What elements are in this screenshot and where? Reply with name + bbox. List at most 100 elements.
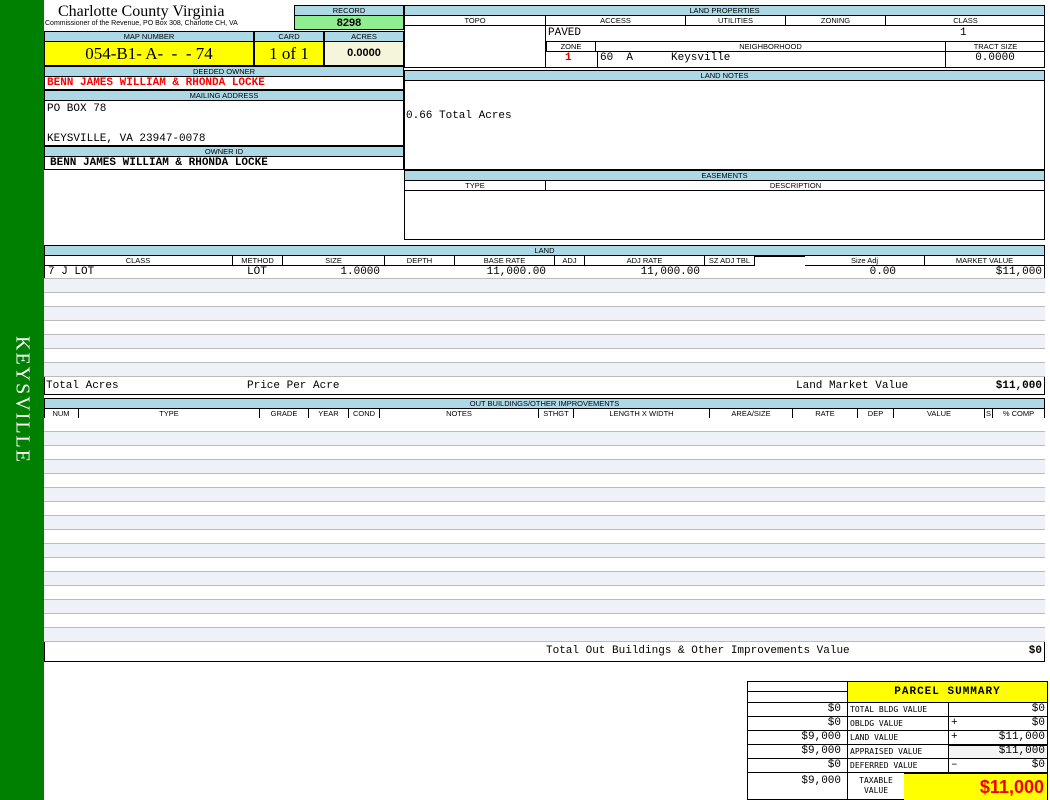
utilities-header: UTILITIES — [686, 15, 786, 26]
outbuildings-row — [44, 558, 1045, 572]
land-column-header: SZ ADJ TBL — [705, 255, 755, 266]
land-title: LAND — [44, 245, 1045, 256]
county-title: Charlotte County Virginia — [58, 3, 225, 20]
outbuildings-total: $0 — [1028, 645, 1042, 657]
land-row — [44, 279, 1045, 293]
card-label: CARD — [254, 31, 324, 42]
tract-size-value: 0.0000 — [975, 52, 1015, 64]
map-number-label: MAP NUMBER — [44, 31, 254, 42]
land-column-header — [755, 255, 805, 257]
land-properties: TOPO ACCESS UTILITIES ZONING CLASS PAVED… — [404, 15, 1045, 68]
neighborhood-value: Keysville — [671, 52, 731, 64]
land-column-header: DEPTH — [385, 255, 455, 266]
land-market-value-label: Land Market Value — [796, 380, 909, 392]
land-properties-title: LAND PROPERTIES — [404, 5, 1045, 16]
land-row — [44, 307, 1045, 321]
access-value: PAVED — [548, 27, 582, 39]
neighborhood-header: NEIGHBORHOOD — [596, 41, 946, 52]
land-base-rate: 11,000.00 — [486, 266, 546, 278]
land-row — [44, 349, 1045, 363]
record-number: 8298 — [294, 15, 404, 30]
summary-operator — [948, 702, 1047, 716]
outbuildings-row — [44, 446, 1045, 460]
outbuildings-row — [44, 474, 1045, 488]
summary-operator: – — [948, 758, 1047, 772]
outbuildings-row — [44, 432, 1045, 446]
owner-id-label: OWNER ID — [44, 146, 404, 157]
land-notes-title: LAND NOTES — [404, 70, 1045, 81]
record-label: RECORD — [294, 5, 404, 16]
class-header: CLASS — [886, 15, 1045, 26]
outbuildings-row — [44, 502, 1045, 516]
land-class: 7 J LOT — [48, 266, 95, 278]
map-number: 054-B1- A- - - 74 — [44, 41, 254, 66]
zone-header: ZONE — [546, 41, 596, 52]
parcel-summary: PARCEL SUMMARY $0 TOTAL BLDG VALUE $0 $0 … — [747, 681, 1048, 800]
outbuildings-total-label: Total Out Buildings & Other Improvements… — [546, 645, 850, 657]
summary-prior-value: $9,000 — [748, 730, 848, 744]
outbuildings-row — [44, 572, 1045, 586]
outbuildings-row — [44, 530, 1045, 544]
easement-type-header: TYPE — [405, 180, 546, 191]
outbuildings-row — [44, 544, 1045, 558]
summary-value: $0 — [1031, 759, 1045, 771]
acres-label: ACRES — [324, 31, 404, 42]
summary-operator: + — [948, 730, 1047, 744]
land-row — [44, 293, 1045, 307]
land-row — [44, 265, 1045, 279]
land-size-adj: 0.00 — [869, 266, 896, 278]
land-column-header: ADJ — [555, 255, 585, 266]
land-row — [44, 321, 1045, 335]
summary-label: APPRAISED VALUE — [848, 744, 948, 758]
outbuildings-row — [44, 460, 1045, 474]
land-method: LOT — [247, 266, 267, 278]
outbuildings-row — [44, 418, 1045, 432]
zoning-header: ZONING — [786, 15, 886, 26]
easements: TYPE DESCRIPTION — [404, 180, 1045, 240]
sidebar: KEYSVILLE — [0, 0, 44, 800]
land-column-header: MARKET VALUE — [925, 255, 1045, 266]
acres-value: 0.0000 — [324, 41, 404, 66]
land-market-value: $11,000 — [995, 380, 1042, 392]
class-value: 1 — [960, 27, 967, 39]
land-column-header: Size Adj — [805, 255, 925, 266]
address-line-1: PO BOX 78 — [47, 103, 107, 115]
sidebar-label: KEYSVILLE — [11, 336, 34, 464]
land-column-header: CLASS — [44, 255, 233, 266]
outbuildings-title: OUT BUILDINGS/OTHER IMPROVEMENTS — [44, 398, 1045, 409]
land-column-header: BASE RATE — [455, 255, 555, 266]
zone-value: 1 — [565, 52, 572, 64]
summary-prior-value: $0 — [748, 716, 848, 730]
price-per-acre-label: Price Per Acre — [247, 380, 340, 392]
summary-label: LAND VALUE — [848, 730, 948, 744]
summary-prior-value: $0 — [748, 758, 848, 772]
total-acres-label: Total Acres — [46, 380, 119, 392]
summary-value: $0 — [1031, 717, 1045, 729]
address-line-2: KEYSVILLE, VA 23947-0078 — [47, 133, 206, 145]
card-number: 1 of 1 — [254, 41, 324, 66]
outbuildings-row — [44, 488, 1045, 502]
deeded-owner-label: DEEDED OWNER — [44, 66, 404, 77]
easements-title: EASEMENTS — [404, 170, 1045, 181]
easement-description-header: DESCRIPTION — [546, 180, 1045, 191]
mailing-address: PO BOX 78 KEYSVILLE, VA 23947-0078 — [44, 100, 404, 146]
parcel-summary-title: PARCEL SUMMARY — [848, 682, 1047, 702]
summary-value: $11,000 — [998, 745, 1045, 757]
neighborhood-code: 60 A — [597, 52, 946, 68]
summary-label: OBLDG VALUE — [848, 716, 948, 730]
taxable-value: $11,000 — [904, 772, 1047, 800]
outbuildings-row — [44, 586, 1045, 600]
deeded-owner: BENN JAMES WILLIAM & RHONDA LOCKE — [44, 76, 404, 90]
summary-prior-value: $9,000 — [748, 744, 848, 758]
land-market-value: $11,000 — [995, 266, 1042, 278]
summary-value: $11,000 — [998, 731, 1045, 743]
summary-operator: + — [948, 716, 1047, 730]
land-notes: 0.66 Total Acres — [404, 80, 1045, 170]
land-column-header: SIZE — [283, 255, 385, 266]
outbuildings-row — [44, 628, 1045, 642]
taxable-label: TAXABLE VALUE — [848, 772, 904, 800]
land-column-header: ADJ RATE — [585, 255, 705, 266]
summary-label: TOTAL BLDG VALUE — [848, 702, 948, 716]
topo-cell — [405, 16, 546, 68]
outbuildings-row — [44, 516, 1045, 530]
